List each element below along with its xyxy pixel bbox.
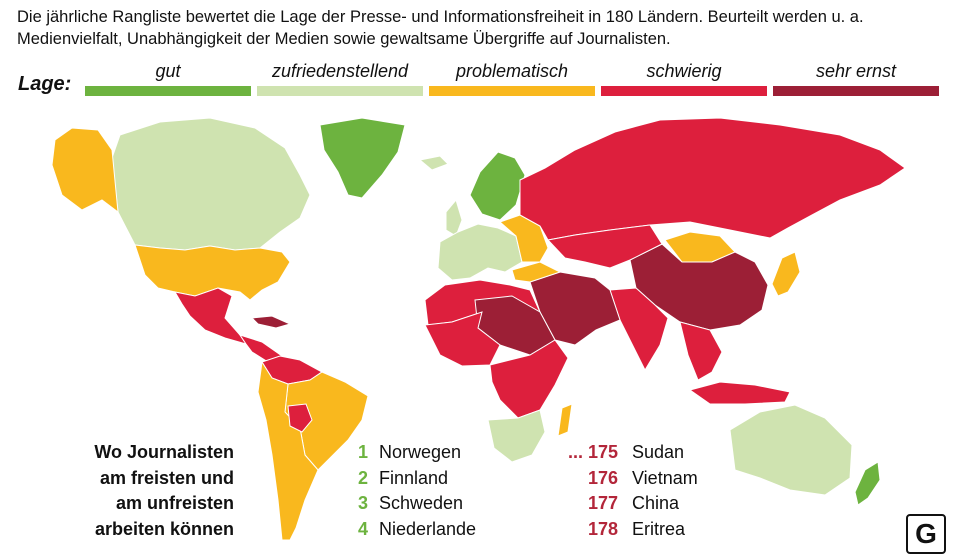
region-greenland: [319, 117, 406, 199]
region-alaska: [51, 127, 119, 214]
rank-number: 3: [357, 493, 368, 513]
region-china: [629, 243, 769, 331]
region-central-asia: [547, 224, 663, 269]
legend-swatch: [429, 86, 595, 96]
ranking-title-line: arbeiten können: [94, 518, 234, 539]
ranking-row: 1 Norwegen: [354, 440, 476, 466]
region-mexico: [174, 287, 248, 345]
legend-label: Lage:: [18, 73, 72, 95]
region-turkey: [511, 261, 562, 283]
ranking-row: 177 China: [558, 491, 698, 517]
country-name: Sudan: [632, 442, 685, 462]
ranking-row: 3 Schweden: [354, 491, 476, 517]
region-cuba: [250, 315, 292, 329]
region-andes: [257, 360, 319, 540]
ranking-row: ... 175 Sudan: [558, 440, 698, 466]
legend-item-label: sehr ernst: [815, 61, 897, 81]
country-name: China: [632, 493, 680, 513]
legend-swatch: [257, 86, 423, 96]
ranking-row: 2 Finnland: [354, 466, 476, 492]
legend-swatch: [773, 86, 939, 96]
region-new-zealand: [854, 461, 881, 506]
rank-number: ... 175: [567, 442, 618, 462]
intro-text: Die jährliche Rangliste bewertet die Lag…: [17, 8, 864, 48]
region-central-africa: [489, 339, 569, 419]
country-name: Schweden: [379, 493, 464, 513]
ranking-row: 176 Vietnam: [558, 466, 698, 492]
region-uk: [445, 198, 463, 237]
rank-number: 178: [587, 518, 618, 539]
ranking-row: 4 Niederlande: [354, 517, 476, 543]
region-western-europe: [437, 223, 523, 281]
rank-number: 176: [587, 467, 618, 488]
region-russia: [519, 117, 906, 241]
region-scandinavia: [469, 151, 526, 221]
region-bolivia: [287, 403, 313, 433]
region-japan: [771, 251, 801, 297]
publisher-logo: G: [906, 514, 946, 554]
region-india: [609, 287, 669, 372]
country-name: Niederlande: [379, 518, 477, 539]
legend-item-gut: gut: [85, 60, 251, 96]
rank-number: 177: [587, 493, 618, 513]
region-iceland: [418, 155, 449, 171]
legend-item-sehr-ernst: sehr ernst: [773, 60, 939, 96]
region-indonesia: [688, 381, 791, 405]
best-ranking-list: 1 Norwegen 2 Finnland 3 Schweden 4 Niede…: [354, 440, 476, 542]
region-southeast-asia: [679, 321, 723, 381]
rank-number: 1: [357, 442, 368, 462]
legend-item-zufriedenstellend: zufriedenstellend: [257, 60, 423, 96]
legend-item-problematisch: problematisch: [429, 60, 595, 96]
ranking-title-line: Wo Journalisten: [94, 442, 234, 462]
ranking-title-line: am unfreisten: [115, 493, 234, 513]
rank-number: 2: [357, 467, 368, 488]
legend-swatch: [601, 86, 767, 96]
region-southern-africa: [487, 409, 546, 463]
country-name: Vietnam: [632, 467, 698, 488]
region-usa: [134, 244, 291, 301]
ranking-title-line: am freisten und: [99, 467, 234, 488]
country-name: Norwegen: [379, 442, 462, 462]
rank-number: 4: [357, 518, 368, 539]
legend-item-label: schwierig: [646, 61, 722, 81]
legend-item-label: gut: [155, 61, 181, 81]
region-australia: [729, 404, 853, 496]
ranking-title: Wo Journalisten am freisten und am unfre…: [30, 440, 234, 542]
region-canada: [111, 117, 311, 251]
region-madagascar: [557, 403, 573, 437]
legend-swatch: [85, 86, 251, 96]
legend-item-schwierig: schwierig: [601, 60, 767, 96]
region-west-africa: [424, 311, 501, 367]
legend-item-label: problematisch: [455, 61, 569, 81]
country-name: Eritrea: [632, 518, 686, 539]
worst-ranking-list: ... 175 Sudan 176 Vietnam 177 China 178 …: [558, 440, 698, 542]
ranking-row: 178 Eritrea: [558, 517, 698, 543]
world-map: [51, 117, 906, 540]
country-name: Finnland: [379, 467, 449, 488]
legend-item-label: zufriedenstellend: [271, 61, 409, 81]
